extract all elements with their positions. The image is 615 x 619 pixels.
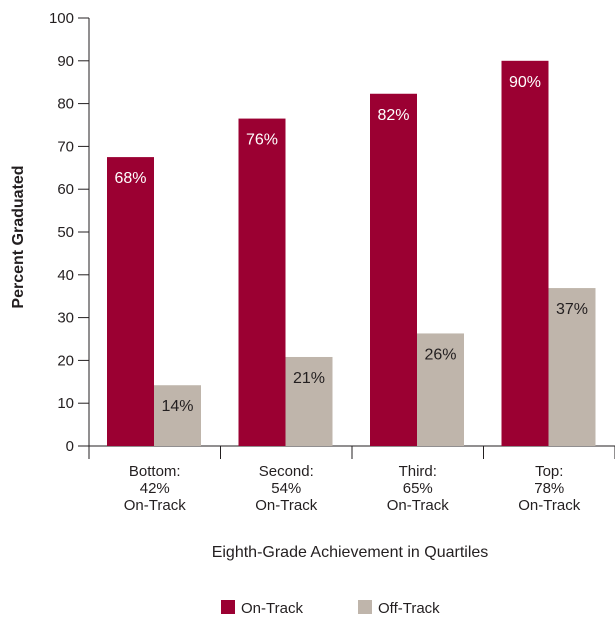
y-tick-label: 50	[57, 224, 74, 241]
bar-off-track	[417, 333, 464, 446]
y-tick-label: 10	[57, 395, 74, 412]
y-tick-label: 80	[57, 96, 74, 113]
bar-value-label: 37%	[556, 301, 588, 318]
bar-off-track	[154, 385, 201, 446]
x-axis: Bottom: 42% On-Track Second: 54% On-Track Thir…	[88, 445, 615, 514]
y-tick-label: 100	[49, 10, 74, 27]
bar-off-track	[548, 288, 596, 446]
legend-label-on-track: On-Track	[241, 600, 303, 617]
bar-value-label: 14%	[161, 398, 193, 415]
bar-value-label: 68%	[114, 170, 146, 187]
y-tick-label: 30	[57, 310, 74, 327]
bar-on-track	[238, 118, 286, 446]
y-axis-title: Percent Graduated	[10, 165, 27, 308]
y-tick-label: 40	[57, 267, 74, 284]
y-axis: 0 10 20 30 40 50 60 70 80 90 100	[49, 10, 90, 455]
bar-value-label: 76%	[246, 132, 278, 149]
legend-swatch-off-track	[358, 600, 372, 614]
bar-on-track	[107, 157, 154, 446]
x-category-label: Third: 65% On-Track	[387, 463, 449, 514]
y-tick-label: 70	[57, 138, 74, 155]
bar-value-label: 21%	[293, 370, 325, 387]
y-tick-label: 90	[57, 53, 74, 70]
x-axis-title: Eighth-Grade Achievement in Quartiles	[212, 544, 489, 561]
legend-swatch-on-track	[221, 600, 235, 614]
bar-off-track	[285, 356, 333, 446]
y-tick-label: 0	[66, 438, 74, 455]
bar-on-track	[370, 93, 417, 447]
legend-label-off-track: Off-Track	[378, 600, 440, 617]
x-category-label: Second: 54% On-Track	[255, 463, 317, 514]
bars	[107, 60, 596, 447]
bar-on-track	[501, 60, 549, 447]
bar-value-label: 26%	[424, 346, 456, 363]
legend: On-Track Off-Track	[221, 600, 440, 617]
x-category-label: Bottom: 42% On-Track	[124, 463, 186, 514]
y-tick-label: 20	[57, 352, 74, 369]
x-category-label: Top: 78% On-Track	[518, 463, 580, 514]
bar-value-label: 90%	[509, 74, 541, 91]
bar-labels: 68% 76% 82% 90% 14% 21% 26% 37%	[114, 74, 588, 415]
y-tick-label: 60	[57, 181, 74, 198]
bar-value-label: 82%	[377, 107, 409, 124]
